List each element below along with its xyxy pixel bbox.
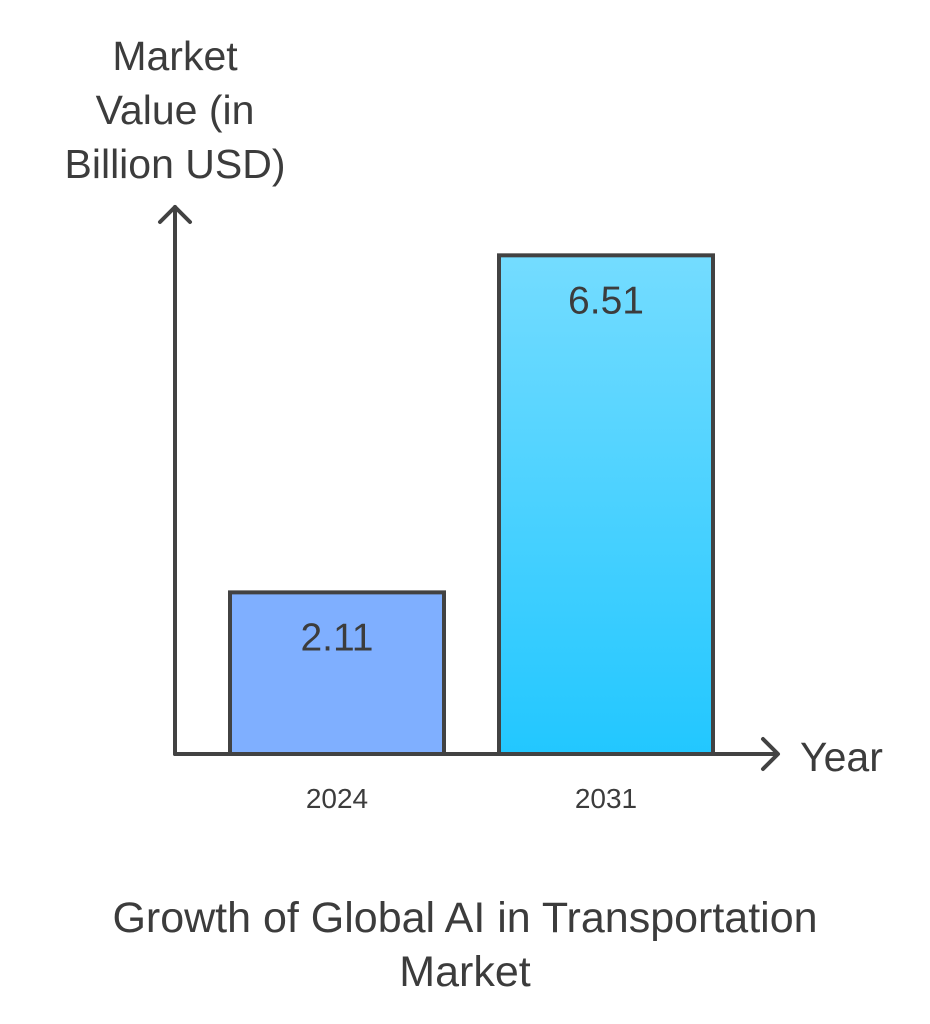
bars: 2.11 2024 6.51 2031 [228, 253, 715, 814]
y-axis-label-line-1: Market [112, 33, 238, 79]
bar-value-label-2024: 2.11 [300, 616, 373, 659]
chart-title-line-1: Growth of Global AI in Transportation [112, 894, 817, 942]
bar-2024 [228, 590, 446, 757]
x-axis-label: Year [800, 734, 883, 780]
bar-2031 [497, 253, 715, 756]
x-tick-label-2031: 2031 [575, 783, 637, 814]
y-axis-label-line-3: Billion USD) [65, 141, 286, 187]
bar-value-label-2031: 6.51 [568, 279, 644, 322]
y-axis-label-line-2: Value (in [96, 87, 255, 133]
chart-title-line-2: Market [399, 948, 530, 996]
x-tick-label-2024: 2024 [306, 783, 368, 814]
y-axis-arrow-icon [158, 205, 192, 224]
x-axis-arrow-icon [761, 737, 780, 771]
